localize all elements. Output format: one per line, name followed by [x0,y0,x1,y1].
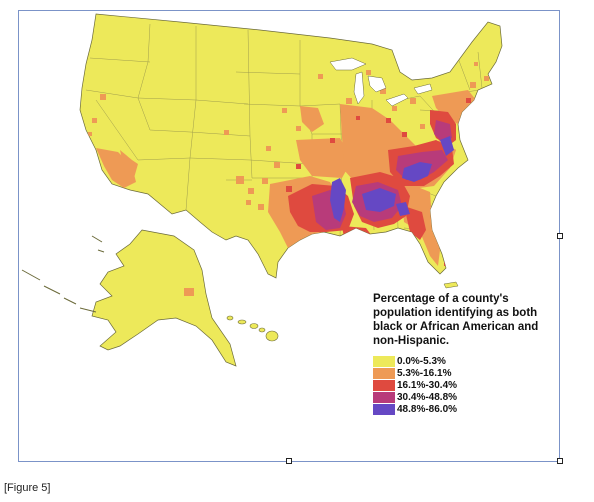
resize-handle-bottom-right[interactable] [557,458,563,464]
legend-swatch [373,380,395,391]
legend-item: 48.8%-86.0% [373,404,553,415]
map-legend: Percentage of a county's population iden… [373,292,553,416]
aleutian-islands [21,269,97,313]
legend-item: 5.3%-16.1% [373,368,553,379]
legend-title-line: Percentage of a county's [373,293,509,305]
alaska [21,229,237,367]
contiguous-us [79,13,503,279]
legend-title-line: black or African American and [373,321,539,333]
legend-swatch [373,368,395,379]
alaska-outline [91,229,237,367]
legend-label: 16.1%-30.4% [397,380,458,391]
great-lakes [329,57,433,107]
legend-item: 30.4%-48.8% [373,392,553,403]
puerto-rico [443,281,459,289]
legend-item: 0.0%-5.3% [373,356,553,367]
legend-label: 0.0%-5.3% [397,356,446,367]
legend-label: 30.4%-48.8% [397,392,458,403]
legend-swatch [373,392,395,403]
figure-caption: [Figure 5] [4,482,51,494]
scattered-counties [88,62,489,210]
legend-swatch [373,404,395,415]
hawaii [226,315,279,342]
legend-label: 5.3%-16.1% [397,368,452,379]
legend-title-line: population identifying as both [373,307,538,319]
resize-handle-bottom[interactable] [286,458,292,464]
tier-48-86-regions [330,136,454,222]
resize-handle-right[interactable] [557,233,563,239]
legend-title: Percentage of a county's population iden… [373,292,553,348]
legend-swatch [373,356,395,367]
legend-item: 16.1%-30.4% [373,380,553,391]
legend-items: 0.0%-5.3% 5.3%-16.1% 16.1%-30.4% 30.4%-4… [373,356,553,415]
legend-title-line: non-Hispanic. [373,335,450,347]
legend-label: 48.8%-86.0% [397,404,458,415]
